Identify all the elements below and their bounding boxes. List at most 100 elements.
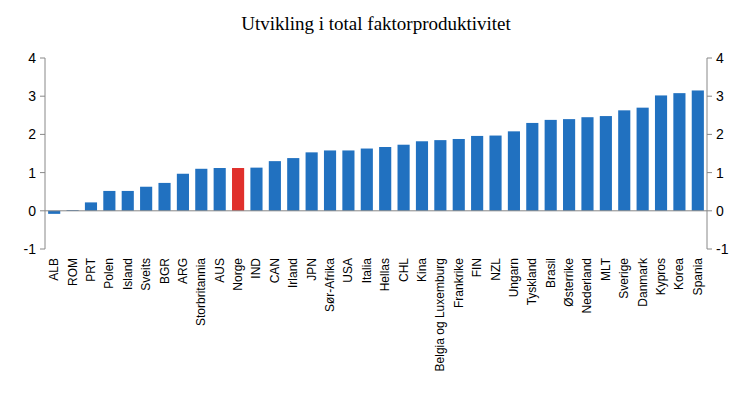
x-tick-label: AUS <box>213 258 227 283</box>
y-tick-right <box>707 134 712 135</box>
bar <box>655 95 667 210</box>
bar <box>398 145 410 211</box>
bar <box>269 161 281 211</box>
x-tick-label: Kypros <box>654 258 668 295</box>
y-tick-label: 3 <box>28 88 36 104</box>
bar <box>416 141 428 211</box>
bar <box>673 93 685 211</box>
bar <box>600 116 612 211</box>
y-tick-label-right: 1 <box>716 165 724 181</box>
y-tick <box>40 134 45 135</box>
y-tick <box>40 249 45 250</box>
bar <box>195 169 207 211</box>
x-tick-label: Brasil <box>544 258 558 288</box>
x-tick-label: Polen <box>102 258 116 289</box>
bar <box>287 158 299 211</box>
bar <box>637 108 649 211</box>
bar <box>526 123 538 211</box>
bar <box>581 117 593 211</box>
x-tick-label: FIN <box>470 258 484 277</box>
x-tick-label: CHL <box>397 258 411 282</box>
bar <box>692 90 704 210</box>
x-tick-label: Storbritannia <box>194 258 208 326</box>
bar <box>85 202 97 210</box>
bar <box>489 136 501 211</box>
bar <box>122 191 134 211</box>
y-tick <box>40 96 45 97</box>
bar <box>232 168 244 211</box>
y-tick-right <box>707 249 712 250</box>
bar <box>618 110 630 210</box>
y-tick-right <box>707 96 712 97</box>
y-tick-label-right: -1 <box>716 241 729 257</box>
x-tick-label: IND <box>249 258 263 279</box>
x-tick-label: Østerrike <box>562 258 576 307</box>
x-tick-label: MLT <box>599 257 613 281</box>
bar <box>453 139 465 211</box>
x-tick-label: Frankrike <box>452 258 466 308</box>
x-tick-label: Sør-Afrika <box>323 258 337 312</box>
bar <box>545 120 557 211</box>
y-tick-right <box>707 58 712 59</box>
x-tick-label: Island <box>121 258 135 290</box>
bar <box>158 183 170 211</box>
bar <box>140 187 152 211</box>
bar <box>306 152 318 210</box>
bar <box>379 147 391 211</box>
y-tick <box>40 58 45 59</box>
x-tick-label: Sverige <box>617 258 631 299</box>
x-tick-label: BGR <box>158 258 172 284</box>
y-axis-right <box>707 58 708 249</box>
y-tick-label: 4 <box>28 50 36 66</box>
title: Utvikling i total faktorproduktivitet <box>241 13 511 34</box>
y-tick-right <box>707 172 712 173</box>
bar <box>434 140 446 211</box>
y-tick-label: 1 <box>28 165 36 181</box>
x-tick-label: Belgia og Luxemburg <box>433 258 447 371</box>
x-tick-label: Spania <box>691 258 705 296</box>
y-tick-right <box>707 210 712 211</box>
bar <box>103 191 115 211</box>
x-tick-label: JPN <box>305 258 319 281</box>
x-tick-label: ALB <box>47 258 61 281</box>
x-tick-label: Irland <box>286 258 300 288</box>
x-tick-label: ROM <box>66 258 80 286</box>
bars <box>48 90 704 213</box>
bar <box>324 150 336 210</box>
x-axis <box>45 210 707 211</box>
y-tick-label-right: 4 <box>716 50 724 66</box>
bar <box>342 150 354 210</box>
y-tick-label-right: 3 <box>716 88 724 104</box>
y-tick-label: 0 <box>28 203 36 219</box>
bar <box>563 119 575 211</box>
y-tick <box>40 172 45 173</box>
x-tick-label: Tyskland <box>525 258 539 305</box>
bar <box>508 131 520 210</box>
x-tick-label: Sveits <box>139 258 153 291</box>
x-tick-label: Norge <box>231 258 245 291</box>
x-tick-label: Italia <box>360 258 374 284</box>
bar <box>214 168 226 211</box>
y-tick-label: -1 <box>24 241 37 257</box>
x-tick-label: Nederland <box>580 258 594 313</box>
x-tick-label: Kina <box>415 258 429 282</box>
bar <box>471 136 483 211</box>
x-tick-label: Korea <box>672 258 686 290</box>
x-tick-label: NZL <box>489 258 503 281</box>
y-axis <box>45 58 46 249</box>
chart: Utvikling i total faktorproduktivitet -1 -… <box>0 0 730 400</box>
x-tick-label: Danmark <box>636 257 650 307</box>
y-tick-label: 2 <box>28 126 36 142</box>
x-tick-label: PRT <box>84 257 98 281</box>
y-tick <box>40 210 45 211</box>
x-tick-label: USA <box>341 258 355 283</box>
x-tick-label: Ungarn <box>507 258 521 297</box>
bar <box>177 174 189 211</box>
bar <box>250 168 262 211</box>
x-tick-label: CAN <box>268 258 282 283</box>
y-tick-label-right: 0 <box>716 203 724 219</box>
bar <box>361 149 373 211</box>
y-tick-label-right: 2 <box>716 126 724 142</box>
x-tick-label: Hellas <box>378 258 392 291</box>
x-tick-label: ARG <box>176 258 190 284</box>
